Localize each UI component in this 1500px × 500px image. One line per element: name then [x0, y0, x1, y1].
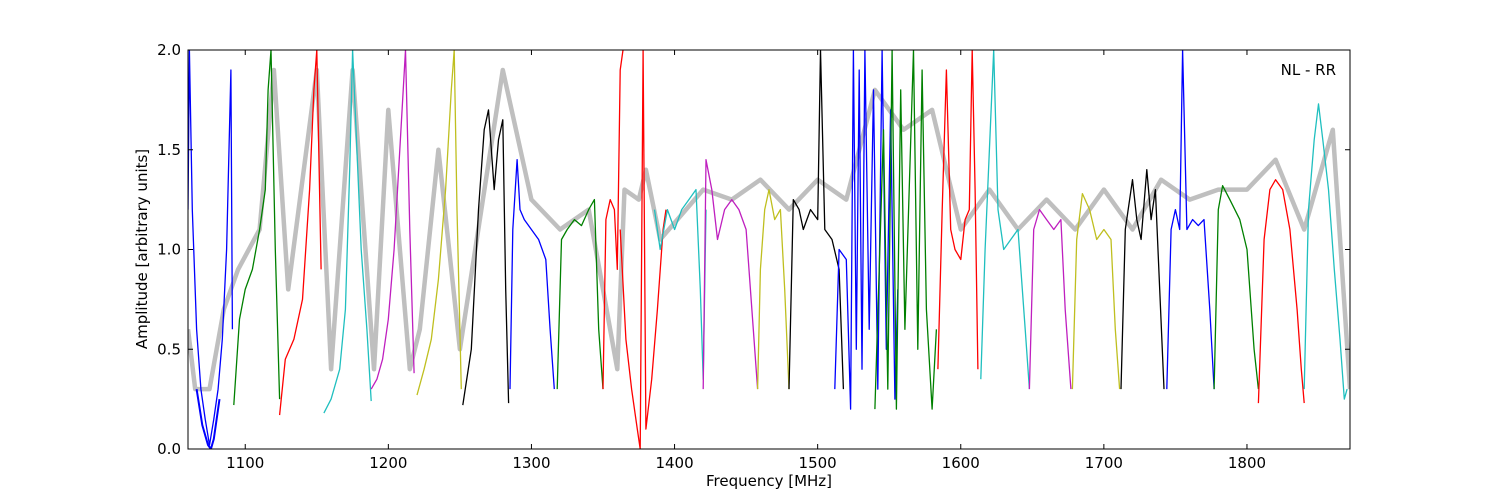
series-line-blue-24	[1166, 50, 1215, 390]
y-tick-label: 2.0	[157, 41, 181, 59]
series-line-olive-22	[1071, 192, 1121, 390]
x-tick-label: 1300	[512, 454, 550, 472]
x-tick-label: 1700	[1085, 454, 1123, 472]
series-line-cyan-13	[653, 188, 707, 380]
x-tick-label: 1100	[226, 454, 264, 472]
series-line-black-23	[1120, 169, 1165, 390]
series-line-red-11	[602, 50, 624, 390]
series-line-magenta-14	[702, 159, 759, 390]
x-tick-label: 1400	[655, 454, 693, 472]
series-line-olive-15	[756, 188, 790, 390]
series-line-cyan-20	[980, 50, 1031, 390]
series-line-cyan-5	[323, 50, 372, 414]
x-axis: 1100 1200 1300 1400 1500 1600 1700 1800	[226, 50, 1266, 472]
series-line-red-19	[937, 50, 979, 370]
series-layer	[188, 50, 1350, 449]
x-tick-label: 1500	[799, 454, 837, 472]
series-line-black-16	[788, 50, 845, 390]
x-tick-label: 1600	[942, 454, 980, 472]
series-line-red-4	[278, 50, 322, 416]
series-line-black-8	[462, 109, 510, 406]
y-tick-label: 0.5	[157, 340, 181, 358]
series-line-red-26	[1257, 179, 1305, 404]
y-tick-label: 0.0	[157, 440, 181, 458]
series-line-cyan-27	[1303, 103, 1348, 400]
y-tick-label: 1.5	[157, 141, 181, 159]
series-line-blue-2	[195, 388, 221, 449]
series-line-olive-7	[416, 50, 462, 396]
series-line-green-18	[874, 50, 938, 410]
y-tick-label: 1.0	[157, 241, 181, 259]
x-tick-label: 1200	[369, 454, 407, 472]
plot-background	[188, 50, 1350, 449]
series-line-green-3	[233, 50, 281, 406]
series-line-blue-9	[509, 159, 555, 390]
series-line-gray-0	[188, 67, 1350, 392]
series-line-magenta-6	[370, 50, 415, 390]
series-line-green-25	[1213, 185, 1260, 390]
series-line-red-12	[619, 50, 667, 449]
annotation-label: NL - RR	[1281, 61, 1336, 79]
x-axis-label: Frequency [MHz]	[706, 472, 832, 490]
x-tick-label: 1800	[1228, 454, 1266, 472]
y-axis-label: Amplitude [arbitrary units]	[133, 149, 151, 349]
series-line-magenta-21	[1028, 208, 1072, 390]
y-axis: 0.0 0.5 1.0 1.5 2.0	[157, 41, 1350, 458]
series-line-blue-1	[188, 50, 234, 446]
series-line-green-10	[556, 198, 604, 390]
series-line-blue-17	[834, 50, 899, 410]
